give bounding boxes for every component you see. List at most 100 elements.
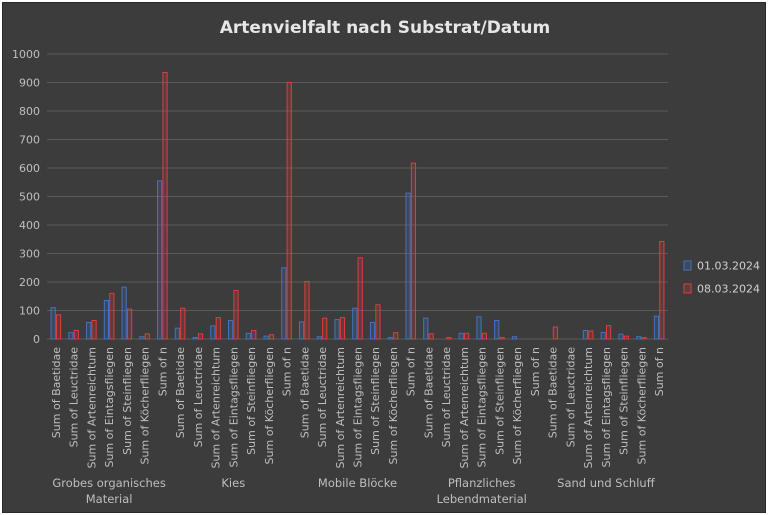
bar-series2 [410, 162, 417, 340]
bar-series2 [55, 314, 62, 340]
x-category-label: Sum of Steinfliegen [369, 347, 382, 455]
legend: 01.03.2024 08.03.2024 [683, 260, 760, 296]
bar-series2 [446, 337, 452, 340]
x-category-label: Sum of Leuctridae [68, 347, 81, 448]
x-category-label: Sum of Artenreichtum [210, 347, 223, 469]
x-category-label: Sum of Eintagsfliegen [476, 347, 489, 468]
bar-series2 [251, 329, 257, 340]
bar-series2 [641, 337, 647, 340]
x-category-label: Sum of n [281, 347, 294, 396]
bar-series1 [423, 317, 429, 340]
x-group-label: Material [86, 492, 133, 506]
bar-series1 [369, 321, 376, 340]
bar-series1 [50, 307, 56, 340]
bar-series1 [298, 321, 305, 340]
x-category-label: Sum of Steinfliegen [618, 347, 631, 455]
bar-series1 [600, 331, 606, 340]
x-category-label: Sum of Artenreichtum [458, 347, 471, 469]
bar-series1 [653, 315, 660, 340]
bar-series1 [228, 319, 234, 340]
x-category-label: Sum of Steinfliegen [245, 347, 258, 455]
y-tick-label: 200 [19, 276, 40, 289]
y-tick-label: 800 [19, 105, 40, 118]
x-category-label: Sum of Leuctridae [564, 347, 577, 448]
bar-series1 [476, 316, 482, 340]
y-tick-label: 100 [19, 305, 40, 318]
legend-swatch [683, 260, 692, 271]
bar-series1 [387, 337, 393, 340]
x-category-label: Sum of Leuctridae [316, 347, 329, 448]
bars [50, 72, 665, 340]
legend-label: 08.03.2024 [697, 283, 760, 296]
x-category-label: Sum of n [156, 347, 169, 396]
x-category-label: Sum of Eintagsfliegen [103, 347, 116, 468]
bar-series1 [316, 336, 322, 340]
bar-series2 [588, 330, 594, 340]
x-category-label: Sum of Baetidae [298, 347, 311, 438]
bar-series2 [197, 333, 204, 340]
bar-series2 [428, 333, 434, 340]
bar-series2 [623, 335, 629, 340]
bar-series1 [68, 332, 74, 340]
bar-series2 [659, 241, 665, 340]
x-category-label: Sum of Köcherfliegen [635, 347, 648, 464]
bar-series2 [109, 292, 115, 340]
bar-series1 [494, 319, 500, 340]
x-group-label: Lebendmaterial [437, 492, 527, 506]
bar-series1 [582, 329, 589, 340]
bar-series1 [352, 307, 358, 340]
x-category-label: Sum of Eintagsfliegen [352, 347, 365, 468]
bar-series2 [144, 333, 150, 340]
y-tick-label: 900 [19, 77, 40, 90]
bar-series1 [618, 333, 624, 340]
x-category-label: Sum of Köcherfliegen [387, 347, 400, 464]
bar-series2 [304, 280, 310, 340]
bar-series1 [174, 327, 180, 340]
bar-series1 [121, 286, 127, 340]
bar-series1 [103, 300, 110, 340]
chart-canvas: Artenvielfalt nach Substrat/Datum 0 100 20… [12, 18, 760, 506]
bar-series2 [393, 332, 399, 340]
x-category-label: Sum of Baetidae [50, 347, 63, 438]
x-category-label: Sum of Steinfliegen [121, 347, 134, 455]
bar-series2 [126, 308, 133, 340]
x-group-label: Grobes organisches [52, 476, 166, 490]
x-category-label: Sum of Artenreichtum [582, 347, 595, 469]
x-category-label: Sum of Artenreichtum [334, 347, 347, 469]
y-tick-label: 1000 [12, 48, 40, 61]
bar-series1 [86, 321, 92, 340]
legend-label: 01.03.2024 [697, 260, 760, 273]
y-axis-ticks: 0 100 200 300 400 500 600 700 800 900 1000 [12, 48, 40, 346]
bar-series1 [334, 319, 340, 340]
y-tick-label: 600 [19, 162, 40, 175]
x-group-label: Pflanzliches [448, 476, 516, 490]
bar-series1 [139, 336, 145, 340]
y-tick-label: 0 [33, 333, 40, 346]
chart-title: Artenvielfalt nach Substrat/Datum [220, 18, 550, 38]
bar-series1 [636, 336, 642, 340]
x-category-label: Sum of Köcherfliegen [139, 347, 152, 464]
x-category-label: Sum of Baetidae [547, 347, 560, 438]
bar-series2 [375, 304, 381, 340]
x-category-label: Sum of Eintagsfliegen [600, 347, 613, 468]
x-category-label: Sum of Baetidae [174, 347, 187, 438]
bar-series2 [357, 257, 363, 340]
x-group-label: Mobile Blöcke [318, 476, 397, 490]
y-tick-label: 400 [19, 219, 40, 232]
x-category-label: Sum of Köcherfliegen [511, 347, 524, 464]
bar-series2 [73, 329, 79, 340]
x-axis-category-labels: Sum of Baetidae Sum of Leuctridae Sum of A… [50, 347, 666, 469]
bar-series2 [322, 317, 328, 340]
x-category-label: Sum of n [653, 347, 666, 396]
legend-swatch [683, 283, 692, 294]
bar-series1 [157, 180, 163, 340]
bar-series2 [215, 317, 221, 340]
x-category-label: Sum of Leuctridae [192, 347, 205, 448]
y-tick-label: 500 [19, 191, 40, 204]
bar-series2 [180, 307, 186, 340]
y-tick-label: 300 [19, 248, 40, 261]
bar-series1 [263, 335, 269, 340]
x-category-label: Sum of Eintagsfliegen [227, 347, 240, 468]
bar-series1 [192, 337, 198, 340]
